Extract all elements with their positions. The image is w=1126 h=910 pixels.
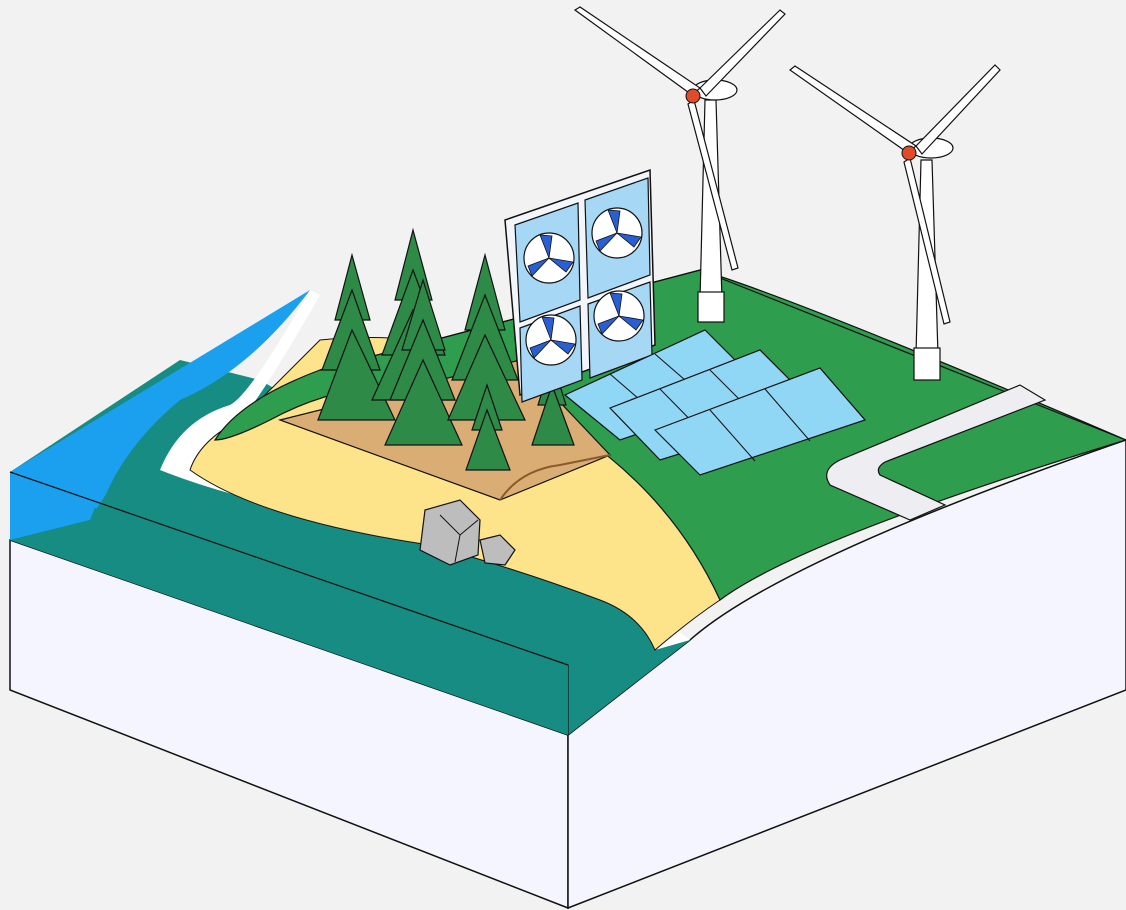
water-line: [9, 471, 569, 666]
sea-surface: [10, 290, 310, 510]
road: [826, 384, 1047, 521]
boulder-icon: [479, 534, 516, 566]
boulder-icon: [419, 499, 481, 566]
wind-turbine-icon: [573, 6, 786, 323]
sea-shallow: [10, 420, 568, 735]
fan-wall: [504, 168, 656, 403]
solar-array: [563, 329, 867, 476]
wind-turbine-icon: [789, 64, 1001, 381]
pine-tree-icon: [465, 383, 511, 471]
pine-tree-icon: [384, 277, 463, 446]
rocks: [419, 499, 516, 566]
fan-icon: [593, 290, 645, 342]
solar-panel-icon: [653, 367, 867, 476]
block-right-face: [567, 439, 1126, 910]
fan-icon: [525, 314, 577, 366]
fan-icon: [523, 232, 575, 284]
pine-trees: [317, 227, 575, 471]
road-icon: [826, 384, 1047, 521]
pine-tree-icon: [447, 252, 526, 421]
sea-surface-front: [10, 450, 120, 540]
fan-icon: [591, 207, 643, 259]
